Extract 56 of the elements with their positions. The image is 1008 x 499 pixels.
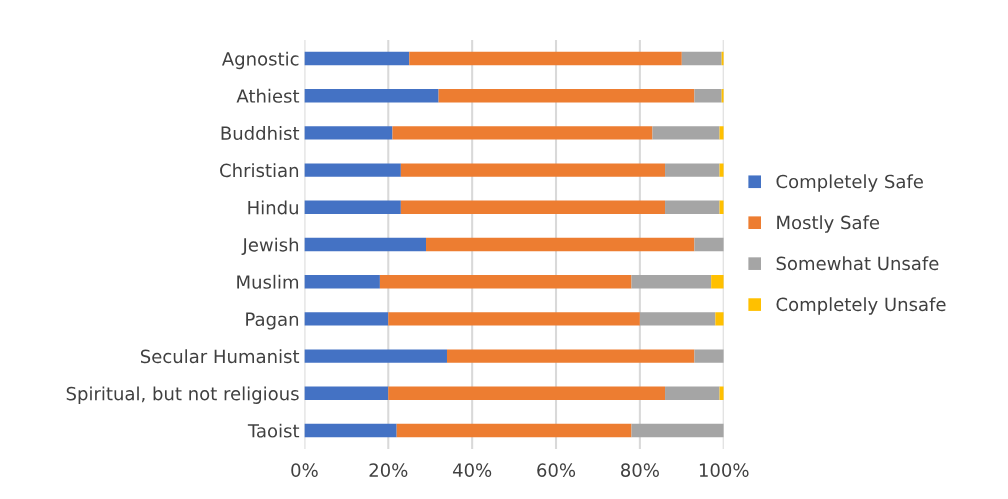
bar (631, 423, 724, 438)
bar (379, 275, 632, 289)
bar (438, 89, 695, 103)
bar (304, 51, 410, 66)
bar (304, 126, 393, 140)
x-tick-label: 0% (291, 463, 318, 477)
bar (388, 312, 640, 326)
bar (388, 386, 666, 400)
bar (426, 237, 695, 252)
y-tick-label: Pagan (246, 312, 299, 330)
y-tick-label: Hindu (248, 200, 298, 215)
bar (665, 200, 720, 215)
bar (639, 312, 716, 326)
x-tick-label: 80% (621, 463, 659, 477)
bar (304, 423, 397, 438)
bar (652, 126, 720, 140)
x-tick-label: 100% (699, 463, 749, 477)
y-tick-label: Secular Humanist (140, 349, 300, 364)
bar (681, 51, 722, 66)
legend-label: Somewhat Unsafe (776, 256, 939, 271)
bar (400, 200, 666, 215)
bar (409, 51, 682, 66)
x-tick-label: 20% (369, 463, 408, 477)
bar (665, 163, 720, 177)
y-tick-label: Taoist (247, 423, 300, 438)
bar (304, 237, 427, 252)
bar (304, 312, 389, 326)
bar (715, 312, 724, 326)
bar (304, 275, 380, 289)
bar (694, 237, 724, 252)
legend-label: Mostly Safe (777, 215, 880, 233)
bar (694, 89, 722, 103)
legend-label: Completely Safe (776, 174, 923, 192)
bar (400, 163, 666, 177)
bar (304, 386, 389, 400)
bar (304, 163, 401, 177)
y-tick-label: Jewish (241, 237, 299, 255)
bar (711, 275, 724, 289)
bar (304, 200, 401, 215)
bar (446, 349, 695, 363)
y-tick-label: Athiest (236, 88, 300, 103)
y-tick-label: Muslim (237, 274, 299, 289)
bar (304, 349, 447, 363)
bar (304, 89, 439, 103)
bar (631, 275, 712, 289)
x-tick-label: 40% (452, 463, 492, 477)
bar (694, 349, 724, 363)
bar (396, 423, 632, 438)
x-tick-label: 60% (537, 463, 576, 477)
legend-label: Completely Unsafe (776, 297, 946, 315)
bar (392, 126, 653, 140)
y-tick-label: Spiritual, but not religious (66, 386, 299, 404)
y-tick-label: Agnostic (221, 51, 299, 70)
y-tick-label: Christian (220, 163, 299, 178)
bar (665, 386, 720, 400)
y-tick-label: Buddhist (221, 126, 300, 141)
